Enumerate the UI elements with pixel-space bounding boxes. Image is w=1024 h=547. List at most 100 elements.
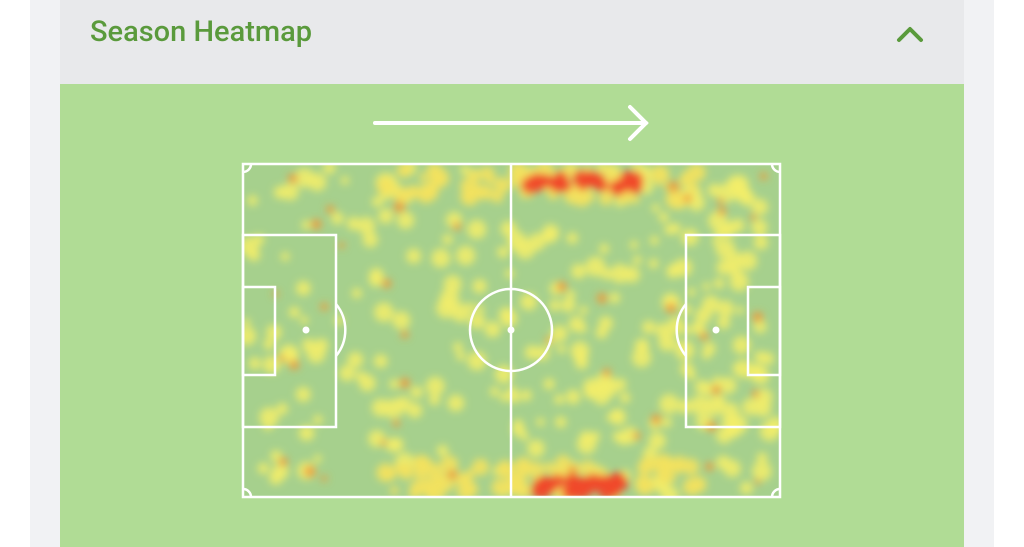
heat-blob [520, 293, 538, 311]
card-header[interactable]: Season Heatmap [60, 0, 964, 84]
heat-blob [635, 476, 655, 496]
heat-blob [294, 168, 315, 188]
heat-blob [301, 220, 311, 230]
heat-blob [664, 295, 675, 306]
heat-blob [385, 437, 400, 453]
heat-blob [682, 458, 700, 476]
heat-blob [643, 446, 657, 461]
heat-blob [280, 252, 290, 261]
heat-blob [751, 198, 769, 216]
heat-blob [637, 460, 652, 476]
heat-blob [629, 240, 639, 250]
heat-blob [442, 234, 453, 245]
heat-blob [566, 232, 578, 244]
heat-blob [268, 471, 283, 485]
pitch-lines [241, 162, 782, 499]
heat-blob [393, 201, 406, 213]
heat-blob [497, 462, 512, 476]
heat-blob [440, 455, 459, 474]
heat-blob [326, 205, 335, 214]
heat-blob [687, 287, 696, 297]
heat-blob [431, 248, 451, 268]
heat-blob [248, 357, 261, 370]
heat-blob [362, 232, 379, 248]
heat-blob [732, 336, 751, 355]
heat-blob [413, 454, 429, 471]
heat-blob [288, 359, 300, 371]
heat-blob [520, 389, 532, 401]
heat-blob [736, 306, 745, 315]
heat-blob [730, 182, 750, 202]
heat-blob [466, 468, 476, 478]
heat-blob [497, 246, 509, 259]
heat-blob [556, 281, 568, 292]
heat-blob [320, 302, 329, 311]
heat-blob [346, 216, 361, 231]
heat-blob [550, 325, 568, 342]
heat-blob [579, 305, 588, 315]
heat-blob [301, 338, 316, 353]
heat-blob [719, 377, 737, 394]
heat-blob [259, 407, 279, 427]
heat-blob [593, 387, 611, 406]
heat-blob [759, 421, 780, 442]
heat-blob [759, 172, 768, 181]
heat-blob [400, 330, 409, 339]
heat-blob [472, 182, 481, 191]
heat-blob [667, 180, 680, 193]
heat-blob [295, 280, 311, 296]
heat-blob [423, 487, 435, 497]
heat-blob [548, 175, 566, 193]
heat-blob [589, 431, 601, 442]
heat-blob [651, 203, 660, 213]
heat-blob [512, 167, 525, 180]
heat-blob [389, 378, 400, 390]
heat-blob [270, 450, 283, 463]
heat-blob [243, 318, 251, 327]
heat-blob [313, 415, 323, 425]
heat-blob [320, 475, 328, 482]
heat-blob [683, 194, 693, 203]
heat-blob [567, 465, 579, 476]
heat-blob [738, 251, 758, 271]
heat-blob [713, 278, 725, 289]
heat-blob [472, 279, 487, 294]
heat-blob [754, 478, 761, 485]
heat-blob [313, 454, 322, 463]
heat-blob [713, 394, 726, 407]
heat-blob [338, 242, 346, 249]
heat-blob [515, 239, 536, 260]
heat-blob [536, 417, 545, 427]
heat-blob [507, 386, 518, 397]
heat-blob [751, 389, 760, 398]
heat-blob [467, 219, 487, 240]
heat-blob [591, 477, 606, 492]
heat-blob [656, 467, 673, 484]
heat-blob [711, 385, 722, 396]
heat-blob [661, 417, 672, 428]
heat-blob [392, 311, 411, 330]
heat-blob [396, 211, 415, 229]
heat-blob [649, 235, 659, 245]
heat-blob [257, 462, 269, 475]
heat-blob [527, 439, 545, 458]
heat-blob [426, 164, 443, 179]
heat-blob [347, 351, 364, 368]
heat-blob [524, 345, 540, 360]
heat-blob [528, 461, 545, 478]
heat-blob [472, 458, 489, 476]
heat-blob [263, 338, 276, 350]
heat-blob [554, 394, 565, 405]
heat-blob [378, 208, 394, 224]
heat-blob [568, 316, 585, 333]
heat-blob [678, 176, 689, 186]
collapse-chevron[interactable] [894, 20, 926, 48]
heat-blob [459, 165, 471, 176]
heat-blob [658, 333, 677, 352]
heat-blob [595, 326, 608, 339]
heat-blob [749, 214, 757, 221]
heat-blob [304, 465, 316, 478]
heat-blob [457, 482, 475, 497]
